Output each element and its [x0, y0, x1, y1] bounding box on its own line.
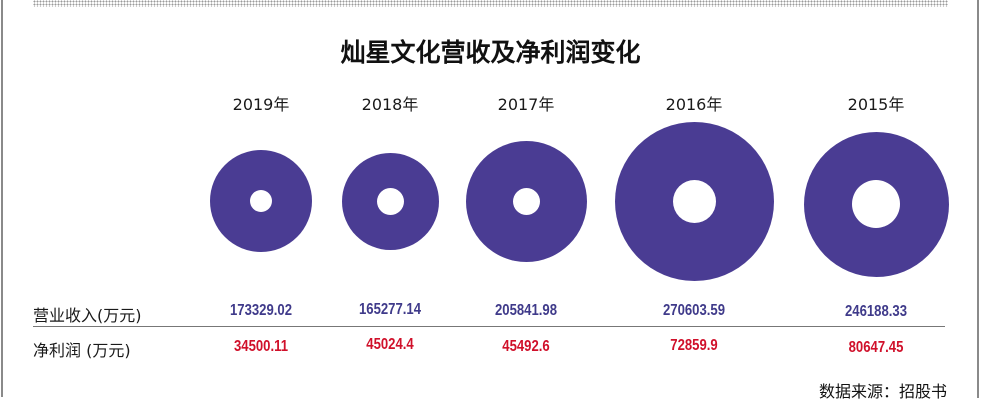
net-profit-value: 72859.9: [670, 337, 718, 354]
year-label: 2015年: [847, 95, 905, 114]
net-profit-row-label: 净利润 (万元): [33, 341, 131, 360]
year-label: 2016年: [665, 95, 723, 114]
revenue-value: 270603.59: [662, 302, 726, 319]
row-divider: [33, 326, 945, 327]
right-border: [977, 0, 979, 398]
net-profit-value: 80647.45: [848, 339, 904, 356]
net-profit-value: 45492.6: [502, 338, 550, 355]
net-profit-hole: [376, 187, 404, 215]
chart-title: 灿星文化营收及净利润变化: [340, 38, 641, 67]
year-label: 2018年: [361, 95, 419, 114]
net-profit-hole: [852, 180, 900, 228]
revenue-value: 173329.02: [229, 302, 293, 319]
net-profit-value: 34500.11: [233, 338, 289, 355]
left-border: [1, 0, 3, 397]
year-label: 2017年: [497, 95, 555, 114]
net-profit-hole: [672, 179, 716, 223]
revenue-value: 205841.98: [494, 302, 558, 319]
net-profit-hole: [250, 190, 272, 212]
revenue-row-label: 营业收入(万元): [33, 306, 142, 325]
net-profit-value: 45024.4: [366, 336, 414, 353]
net-profit-hole: [512, 187, 540, 215]
data-source: 数据来源：招股书: [818, 382, 947, 401]
revenue-value: 246188.33: [844, 303, 908, 320]
top-dotted-band: [33, 0, 948, 7]
year-label: 2019年: [232, 95, 290, 114]
revenue-value: 165277.14: [358, 301, 422, 318]
